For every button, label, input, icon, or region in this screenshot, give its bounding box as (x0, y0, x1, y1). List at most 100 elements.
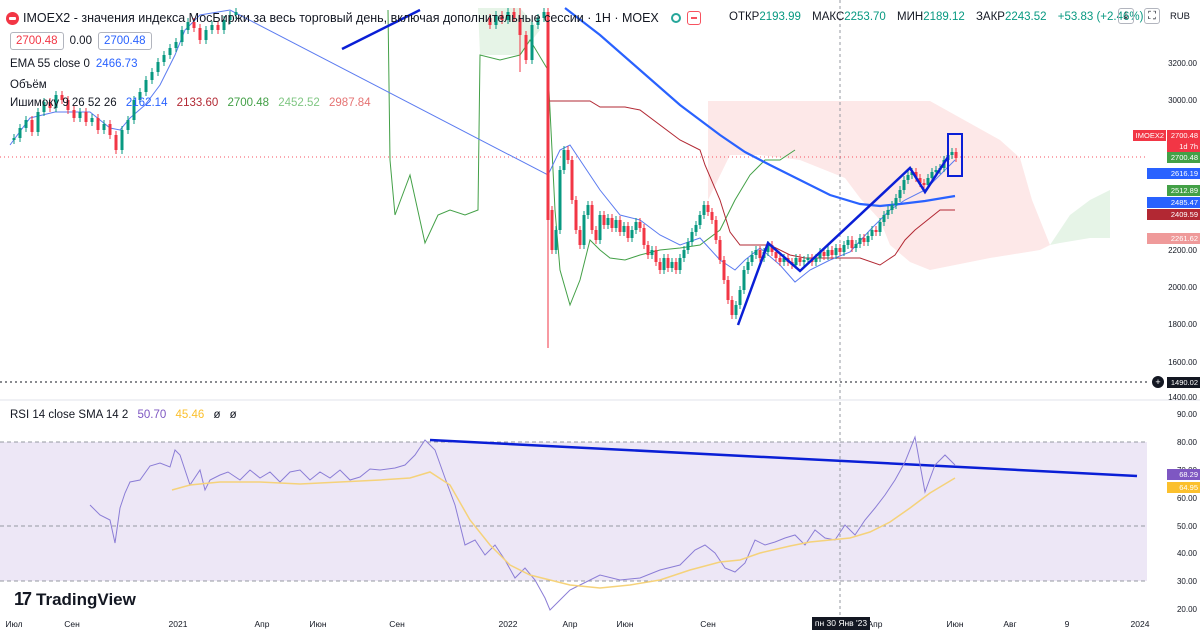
candle-body (626, 226, 630, 238)
candle-body (586, 205, 590, 215)
candle-body (954, 152, 958, 158)
candle-body (702, 205, 706, 215)
symbol-title[interactable]: IMOEX2 - значения индекса МосБиржи за ве… (23, 11, 659, 25)
candle-body (686, 242, 690, 250)
candle-body (126, 120, 130, 130)
ichimoku-value-lead2: 2987.84 (329, 97, 371, 109)
candle-body (90, 118, 94, 122)
highlight-box[interactable] (947, 133, 963, 177)
open-label: ОТКР (729, 11, 760, 23)
candle-body (726, 280, 730, 300)
candle-body (642, 228, 646, 245)
candle-body (782, 258, 786, 262)
trendline-top-left[interactable] (341, 8, 421, 51)
candle-body (108, 124, 112, 135)
fullscreen-icon[interactable]: ⛶ (1143, 8, 1160, 24)
candle-body (102, 124, 106, 130)
candle-body (18, 128, 22, 138)
rsi-tick-label: 80.00 (1177, 438, 1198, 447)
price-tick-label: 1600.00 (1168, 358, 1197, 367)
symbol-header[interactable]: IMOEX2 - значения индекса МосБиржи за ве… (6, 9, 701, 27)
legend-volume[interactable]: Объём (10, 79, 47, 91)
candle-body (846, 240, 850, 245)
plus-icon-glyph: + (1155, 377, 1160, 387)
tradingview-logo[interactable]: 17 TradingView (14, 589, 136, 610)
price-tick-label: 3000.00 (1168, 96, 1197, 105)
rsi-badge-bg (1167, 482, 1200, 493)
volume-label: Объём (10, 79, 47, 91)
candle-body (926, 178, 930, 185)
candle-body (618, 220, 622, 232)
rsi-badge-text: 68.29 (1179, 470, 1198, 479)
candle-body (878, 222, 882, 232)
candle-body (536, 18, 540, 25)
legend-ema[interactable]: EMA 55 close 0 2466.73 (10, 58, 137, 70)
candle-body (710, 212, 714, 220)
rsi-sma-value: 45.46 (175, 409, 205, 421)
candle-body (530, 25, 534, 60)
candle-body (666, 258, 670, 268)
candle-body (72, 110, 76, 118)
candle-body (582, 215, 586, 245)
crosshair-date-label: пн 30 Янв '23 (812, 617, 870, 630)
rsi-sma-line (171, 471, 956, 589)
time-tick-label: Июн (616, 619, 634, 629)
candle-body (566, 150, 570, 160)
candle-body (734, 305, 738, 315)
candle-body (822, 252, 826, 256)
close-label: ЗАКР (975, 11, 1005, 23)
buy-price-button[interactable]: 2700.48 (97, 32, 152, 50)
candle-body (614, 220, 618, 228)
spread-value: 0.00 (69, 35, 92, 47)
tradingview-mark-icon: 17 (14, 589, 32, 609)
candle-body (862, 238, 866, 242)
sell-price-button[interactable]: 2700.48 (10, 32, 64, 50)
trendline-zigzag[interactable] (736, 156, 950, 326)
candle-body (690, 232, 694, 242)
currency-label[interactable]: RUB (1169, 10, 1190, 22)
candle-body (198, 28, 202, 40)
candle-body (598, 215, 602, 240)
time-tick-label: Апр (254, 619, 270, 629)
candle-body (682, 250, 686, 258)
candle-body (874, 230, 878, 232)
candle-body (488, 18, 492, 25)
candle-body (204, 30, 208, 40)
candle-body (114, 135, 118, 150)
candles-group (12, 8, 958, 348)
rsi-tick-label: 90.00 (1177, 410, 1198, 419)
open-value: 2193.99 (759, 11, 801, 23)
price-badge-text: 1d 7h (1179, 142, 1198, 151)
price-tick-label: 2000.00 (1168, 283, 1197, 292)
rsi-legend[interactable]: RSI 14 close SMA 14 2 50.70 45.46 ø ø (10, 409, 243, 421)
candle-body (730, 300, 734, 315)
candle-body (930, 172, 934, 178)
plus-icon[interactable] (1152, 376, 1164, 388)
price-axis[interactable]: 3200.003000.002800.002600.002400.002200.… (1168, 59, 1197, 402)
flag-icon[interactable] (686, 11, 701, 25)
rsi-tick-label: 40.00 (1177, 549, 1198, 558)
candle-body (180, 30, 184, 42)
candle-body (890, 205, 894, 210)
time-tick-label: 9 (1064, 619, 1070, 629)
ichimoku-value-base: 2133.60 (176, 97, 219, 109)
rsi-extra-2: ø (229, 409, 237, 421)
symbol-logo-icon (6, 11, 19, 25)
candle-body (638, 222, 642, 228)
candle-body (766, 245, 770, 252)
candle-body (858, 238, 862, 244)
candle-body (794, 258, 798, 265)
price-badge-bg (1147, 168, 1200, 179)
rsi-badge-text: 64.95 (1179, 483, 1198, 492)
eye-icon[interactable] (670, 13, 681, 23)
sort-down-icon[interactable]: ⤓ (1117, 8, 1134, 24)
trendline-rsi-divergence[interactable] (429, 438, 1138, 478)
rsi-value: 50.70 (137, 409, 167, 421)
change-value: +53.83 (+2.46%) (1057, 11, 1144, 23)
price-badge-text: 2616.19 (1171, 169, 1198, 178)
legend-ichimoku[interactable]: Ишимоку 9 26 52 26 2162.14 2133.60 2700.… (10, 97, 371, 109)
candle-body (554, 230, 558, 250)
time-axis[interactable]: Июл Сен 2021 Апр Июн Сен 2022 Апр Июн Сен Апр Июн Ав… (0, 617, 1170, 630)
